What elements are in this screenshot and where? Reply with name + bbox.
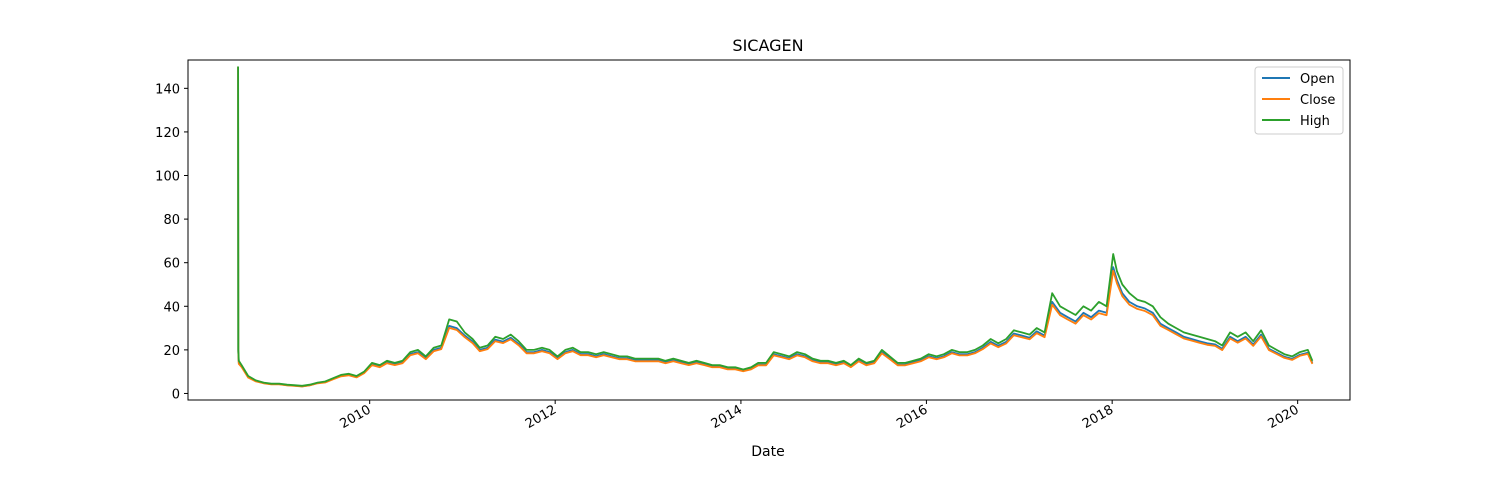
series-lines xyxy=(237,66,1314,388)
legend-box xyxy=(1254,66,1344,135)
y-tick-label: 20 xyxy=(163,344,180,359)
y-tick-label: 40 xyxy=(163,300,180,315)
y-axis: 0 20 40 60 80 100 120 140 xyxy=(155,82,188,402)
y-tick-label: 60 xyxy=(163,257,180,272)
plot-frame xyxy=(187,59,1351,401)
y-tick-label: 140 xyxy=(155,82,180,97)
y-tick-label: 120 xyxy=(155,126,180,141)
series-line-close xyxy=(237,66,1314,388)
y-tick-label: 100 xyxy=(155,170,180,185)
series-line-high xyxy=(237,66,1314,387)
legend-label-high: High xyxy=(1300,114,1330,129)
legend-entries: Open Close High xyxy=(1262,72,1335,129)
legend: Open Close High xyxy=(1254,66,1344,135)
y-tick-label: 80 xyxy=(163,213,180,228)
legend-label-close: Close xyxy=(1300,93,1335,108)
chart-title: SICAGEN xyxy=(732,36,803,55)
legend-label-open: Open xyxy=(1300,72,1335,87)
x-axis-label: Date xyxy=(751,444,784,460)
y-tick-label: 0 xyxy=(172,387,180,402)
